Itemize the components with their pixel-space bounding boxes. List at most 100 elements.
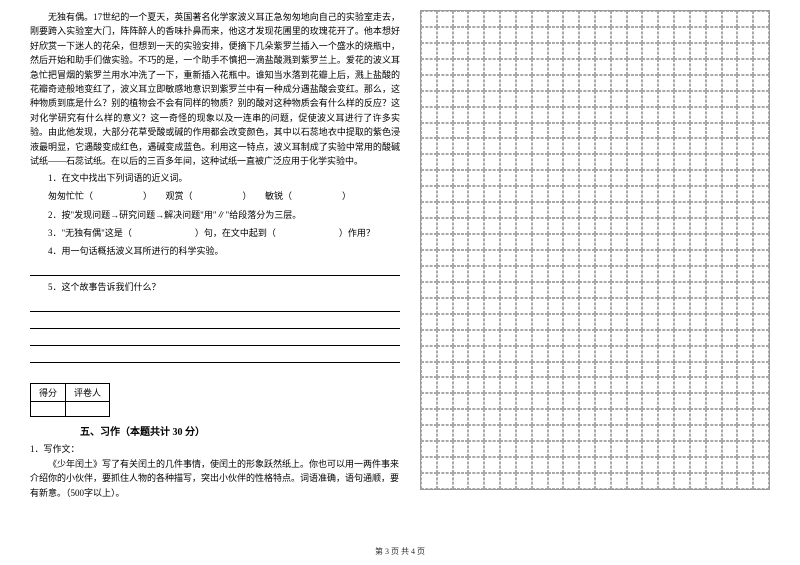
grid-cell[interactable] [468, 11, 484, 27]
grid-cell[interactable] [658, 186, 674, 202]
grid-cell[interactable] [658, 11, 674, 27]
grid-cell[interactable] [516, 457, 532, 473]
grid-cell[interactable] [642, 441, 658, 457]
grid-cell[interactable] [690, 250, 706, 266]
grid-cell[interactable] [437, 27, 453, 43]
grid-cell[interactable] [737, 362, 753, 378]
grid-cell[interactable] [484, 282, 500, 298]
grid-cell[interactable] [516, 409, 532, 425]
grid-cell[interactable] [548, 377, 564, 393]
grid-cell[interactable] [642, 314, 658, 330]
grid-cell[interactable] [579, 457, 595, 473]
grid-cell[interactable] [642, 11, 658, 27]
answer-line-5-4[interactable] [30, 349, 400, 363]
grid-cell[interactable] [500, 218, 516, 234]
grid-cell[interactable] [753, 377, 769, 393]
grid-cell[interactable] [437, 473, 453, 489]
grid-cell[interactable] [421, 393, 437, 409]
grid-cell[interactable] [722, 27, 738, 43]
grid-cell[interactable] [437, 170, 453, 186]
grid-cell[interactable] [627, 11, 643, 27]
grid-cell[interactable] [690, 425, 706, 441]
grid-cell[interactable] [658, 75, 674, 91]
grid-cell[interactable] [468, 170, 484, 186]
grid-cell[interactable] [722, 138, 738, 154]
grid-cell[interactable] [674, 234, 690, 250]
grid-cell[interactable] [706, 186, 722, 202]
grid-cell[interactable] [468, 473, 484, 489]
grid-cell[interactable] [611, 409, 627, 425]
grid-cell[interactable] [642, 298, 658, 314]
grid-cell[interactable] [532, 75, 548, 91]
grid-cell[interactable] [595, 75, 611, 91]
grid-cell[interactable] [437, 186, 453, 202]
grid-cell[interactable] [468, 27, 484, 43]
grid-cell[interactable] [579, 154, 595, 170]
grid-cell[interactable] [437, 91, 453, 107]
grid-cell[interactable] [706, 377, 722, 393]
grid-cell[interactable] [722, 154, 738, 170]
grid-cell[interactable] [690, 202, 706, 218]
grid-cell[interactable] [500, 234, 516, 250]
grid-cell[interactable] [737, 75, 753, 91]
grid-cell[interactable] [453, 393, 469, 409]
grid-cell[interactable] [706, 250, 722, 266]
grid-cell[interactable] [627, 266, 643, 282]
grid-cell[interactable] [548, 107, 564, 123]
grid-cell[interactable] [468, 138, 484, 154]
grid-cell[interactable] [468, 186, 484, 202]
grid-cell[interactable] [722, 250, 738, 266]
grid-cell[interactable] [437, 234, 453, 250]
score-cell-1[interactable] [31, 402, 66, 417]
grid-cell[interactable] [753, 441, 769, 457]
grid-cell[interactable] [690, 75, 706, 91]
grid-cell[interactable] [706, 59, 722, 75]
grid-cell[interactable] [437, 107, 453, 123]
grid-cell[interactable] [484, 138, 500, 154]
grid-cell[interactable] [595, 123, 611, 139]
grid-cell[interactable] [484, 154, 500, 170]
grid-cell[interactable] [642, 282, 658, 298]
grid-cell[interactable] [595, 457, 611, 473]
grid-cell[interactable] [421, 409, 437, 425]
grid-cell[interactable] [674, 202, 690, 218]
grid-cell[interactable] [421, 202, 437, 218]
grid-cell[interactable] [611, 346, 627, 362]
grid-cell[interactable] [627, 218, 643, 234]
grid-cell[interactable] [548, 202, 564, 218]
grid-cell[interactable] [690, 282, 706, 298]
grid-cell[interactable] [548, 362, 564, 378]
grid-cell[interactable] [484, 75, 500, 91]
grid-cell[interactable] [468, 441, 484, 457]
grid-cell[interactable] [753, 298, 769, 314]
grid-cell[interactable] [532, 43, 548, 59]
grid-cell[interactable] [722, 107, 738, 123]
grid-cell[interactable] [548, 425, 564, 441]
grid-cell[interactable] [595, 330, 611, 346]
grid-cell[interactable] [500, 298, 516, 314]
grid-cell[interactable] [484, 170, 500, 186]
grid-cell[interactable] [532, 91, 548, 107]
grid-cell[interactable] [453, 138, 469, 154]
grid-cell[interactable] [516, 59, 532, 75]
grid-cell[interactable] [579, 346, 595, 362]
grid-cell[interactable] [737, 346, 753, 362]
grid-cell[interactable] [484, 377, 500, 393]
grid-cell[interactable] [753, 218, 769, 234]
grid-cell[interactable] [532, 346, 548, 362]
grid-cell[interactable] [674, 27, 690, 43]
grid-cell[interactable] [437, 425, 453, 441]
grid-cell[interactable] [674, 377, 690, 393]
grid-cell[interactable] [690, 266, 706, 282]
grid-cell[interactable] [484, 218, 500, 234]
grid-cell[interactable] [516, 282, 532, 298]
grid-cell[interactable] [642, 27, 658, 43]
grid-cell[interactable] [579, 91, 595, 107]
grid-cell[interactable] [658, 250, 674, 266]
grid-cell[interactable] [437, 11, 453, 27]
grid-cell[interactable] [722, 393, 738, 409]
grid-cell[interactable] [453, 123, 469, 139]
grid-cell[interactable] [548, 75, 564, 91]
grid-cell[interactable] [563, 138, 579, 154]
grid-cell[interactable] [674, 362, 690, 378]
